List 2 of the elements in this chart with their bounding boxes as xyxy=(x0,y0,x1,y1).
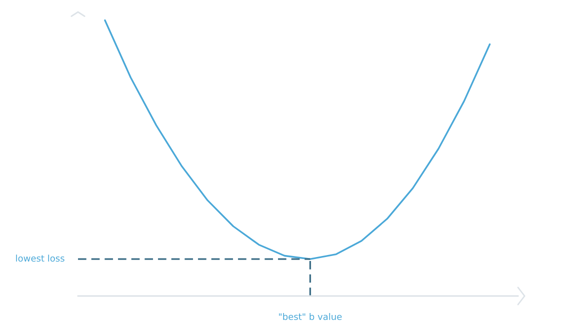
text: "best" b value xyxy=(279,313,342,320)
ref-line-label: lowest loss xyxy=(16,254,64,262)
